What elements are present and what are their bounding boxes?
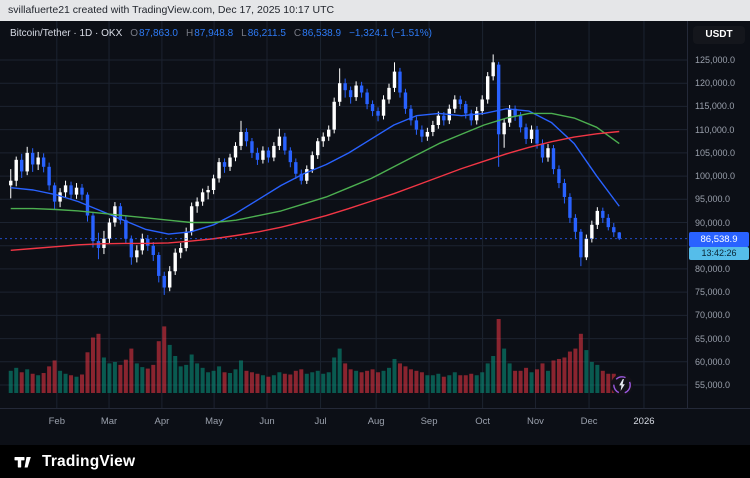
- legend: Bitcoin/Tether · 1D · OKX O87,863.0 H87,…: [10, 28, 432, 39]
- ma-line-mid[interactable]: [10, 112, 620, 224]
- currency-unit-button[interactable]: USDT: [693, 26, 745, 44]
- price-axis[interactable]: 125,000.0 120,000.0 115,000.0 110,000.0 105,…: [687, 21, 750, 408]
- price-tick-label: 95,000.0: [695, 194, 731, 205]
- ohlc-close: C86,538.9: [293, 28, 342, 39]
- price-tick-label: 65,000.0: [695, 333, 731, 344]
- ohlc-low: L86,211.5: [241, 28, 286, 39]
- lightning-icon: [613, 376, 631, 394]
- price-tick-label: 55,000.0: [695, 380, 731, 390]
- time-tick-label: Sep: [420, 416, 438, 427]
- footer-bar: TradingView: [0, 445, 750, 478]
- time-tick-label: Feb: [48, 416, 65, 427]
- price-tick-label: 110,000.0: [695, 124, 735, 135]
- price-tick-label: 80,000.0: [695, 263, 731, 274]
- time-tick-label: Oct: [475, 416, 490, 427]
- time-tick-label: May: [205, 416, 224, 427]
- time-tick-label: Jul: [314, 416, 327, 427]
- change-value: −1,324.1 (−1.51%): [349, 28, 432, 39]
- price-tick-label: 100,000.0: [695, 171, 736, 182]
- symbol-title[interactable]: Bitcoin/Tether · 1D · OKX: [10, 28, 123, 39]
- attribution-bar: svillafuerte21 created with TradingView.…: [0, 0, 750, 21]
- time-axis[interactable]: Feb Mar Apr May Jun Jul Aug Sep Oct Nov Dec 2026: [0, 408, 750, 446]
- bar-countdown-label: 13:42:26: [689, 246, 749, 260]
- attribution-text: svillafuerte21 created with TradingView.…: [8, 4, 335, 16]
- price-tick-label: 125,000.0: [695, 55, 736, 65]
- candlestick-series: [9, 54, 621, 295]
- time-tick-label: Jun: [259, 416, 275, 427]
- tradingview-logo-icon: [14, 456, 31, 467]
- tradingview-logo[interactable]: TradingView: [13, 451, 135, 473]
- price-tick-label: 90,000.0: [695, 217, 731, 228]
- time-tick-label: Nov: [527, 416, 544, 427]
- price-tick-label: 75,000.0: [695, 287, 731, 298]
- price-tick-label: 105,000.0: [695, 147, 736, 158]
- ohlc-open: O87,863.0: [130, 28, 178, 39]
- tradingview-logo-text: TradingView: [42, 452, 136, 470]
- lightning-status-button[interactable]: [611, 374, 633, 396]
- volume-series: [8, 319, 622, 393]
- price-chart-canvas[interactable]: [0, 21, 687, 445]
- price-tick-label: 60,000.0: [695, 356, 731, 367]
- time-tick-label: Apr: [154, 416, 170, 427]
- price-tick-label: 120,000.0: [695, 78, 736, 89]
- price-tick-label: 115,000.0: [695, 101, 735, 112]
- ma-line-fast[interactable]: [10, 108, 620, 235]
- time-tick-label: Mar: [100, 416, 118, 427]
- time-tick-label: 2026: [633, 416, 655, 427]
- chart-area[interactable]: Bitcoin/Tether · 1D · OKX O87,863.0 H87,…: [0, 21, 750, 445]
- price-tick-label: 70,000.0: [695, 310, 731, 321]
- ma-line-slow[interactable]: [10, 130, 620, 252]
- last-price-label: 86,538.9: [689, 231, 749, 247]
- time-tick-label: Aug: [367, 416, 385, 427]
- ohlc-high: H87,948.8: [185, 28, 234, 39]
- time-tick-label: Dec: [580, 416, 598, 427]
